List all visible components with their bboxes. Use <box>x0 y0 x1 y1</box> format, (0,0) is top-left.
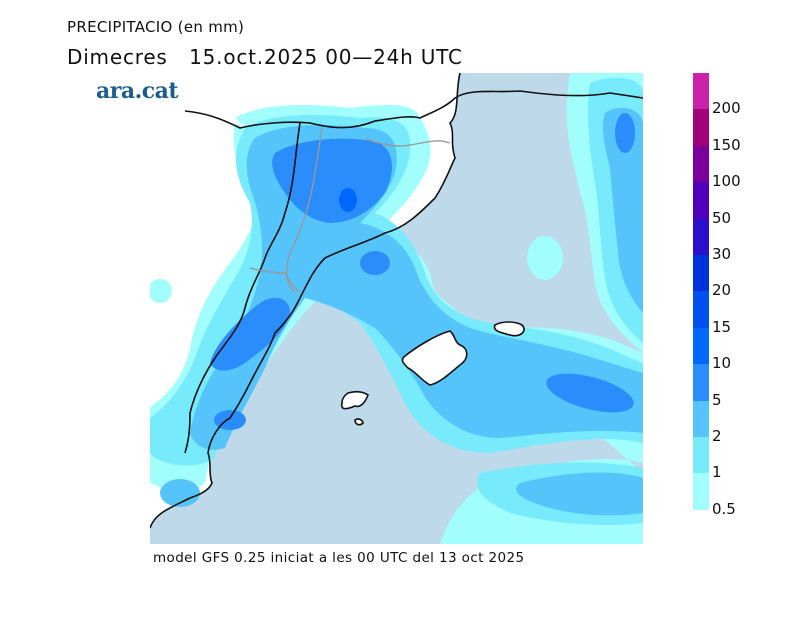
forecast-date: Dimecres 15.oct.2025 00—24h UTC <box>67 45 463 69</box>
legend-label: 200 <box>712 99 741 118</box>
mallorca-coast <box>401 330 468 386</box>
model-note: model GFS 0.25 iniciat a les 00 UTC del … <box>153 550 525 566</box>
legend-band <box>693 73 709 110</box>
coastline-mainland <box>150 73 461 529</box>
legend-band <box>693 473 709 510</box>
legend-label: 5 <box>712 390 722 409</box>
legend-label: 30 <box>712 245 732 263</box>
formentera-coast <box>354 418 364 426</box>
precipitation-map <box>150 73 643 544</box>
legend-band <box>693 182 709 219</box>
legend-label: 2 <box>712 427 722 445</box>
legend-band <box>693 254 709 292</box>
legend-label: 10 <box>712 354 732 373</box>
spain-inner-border <box>184 122 301 454</box>
precipitation-legend <box>693 73 709 510</box>
legend-label: 1 <box>712 463 722 482</box>
ibiza-coast <box>340 390 369 410</box>
legend-band <box>693 364 709 401</box>
legend-label: 100 <box>712 172 741 191</box>
legend-label: 50 <box>712 208 732 227</box>
legend-band <box>693 327 709 365</box>
legend-band <box>693 436 709 474</box>
regional-borders <box>249 127 451 294</box>
pyrenees-border <box>184 90 643 129</box>
legend-band <box>693 291 709 328</box>
legend-label: 0.5 <box>712 499 736 518</box>
legend-label: 150 <box>712 135 741 154</box>
legend-label: 20 <box>712 281 732 300</box>
menorca-coast <box>493 321 525 337</box>
legend-band <box>693 109 709 146</box>
precip-layer-10mm <box>339 188 357 212</box>
legend-band <box>693 400 709 437</box>
chart-title: PRECIPITACIO (en mm) <box>67 18 245 36</box>
legend-band <box>693 145 709 183</box>
coastlines <box>150 73 643 529</box>
legend-band <box>693 218 709 255</box>
legend-label: 15 <box>712 317 732 336</box>
aracat-logo[interactable]: ara.cat <box>96 78 179 104</box>
precip-layer-5mm <box>210 113 635 430</box>
